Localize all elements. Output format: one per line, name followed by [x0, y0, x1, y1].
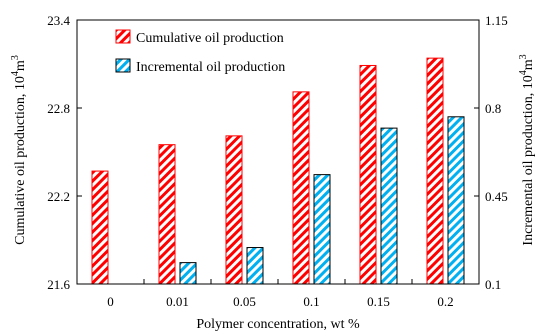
x-tick-label-5: 0.2 [437, 294, 453, 309]
legend-label-incremental: Incremental oil production [136, 60, 285, 75]
right-axis-title-unit: m [521, 59, 536, 70]
cumulative-bar-4 [359, 64, 377, 285]
right-axis-title-unit-sup: 3 [518, 54, 529, 59]
right-axis-title: Incremental oil production, 104m3 [518, 54, 536, 245]
incremental-bar-4 [380, 127, 398, 285]
left-axis-title-unit-sup: 3 [10, 55, 21, 60]
legend: Cumulative oil production Incremental oi… [115, 29, 285, 75]
cumulative-bar-5 [426, 57, 444, 285]
left-axis-title-unit: m [13, 60, 28, 71]
incremental-bar-1 [179, 262, 197, 285]
left-axis-title: Cumulative oil production, 104m3 [10, 55, 28, 245]
left-axis-title-sup: 4 [10, 71, 21, 76]
right-axis-ticks: 0.1 0.45 0.8 1.15 [474, 13, 508, 292]
incremental-bar-2 [246, 247, 264, 285]
right-axis-title-text: Incremental oil production, 10 [521, 75, 536, 245]
left-tick-label-1: 22.2 [47, 189, 70, 204]
x-axis-title: Polymer concentration, wt % [196, 317, 360, 332]
right-tick-label-1: 0.45 [485, 189, 508, 204]
left-tick-label-2: 22.8 [47, 101, 70, 116]
x-tick-label-4: 0.15 [367, 294, 390, 309]
right-axis-title-sup: 4 [518, 70, 529, 75]
cumulative-bar-1 [158, 144, 176, 285]
left-tick-label-0: 21.6 [47, 277, 70, 292]
incremental-bar-5 [447, 116, 465, 285]
x-tick-label-2: 0.05 [233, 294, 256, 309]
right-tick-label-3: 1.15 [485, 13, 508, 28]
incremental-bar-3 [313, 174, 331, 285]
x-axis-ticks: 0 0.01 0.05 0.1 0.15 0.2 [107, 279, 454, 309]
x-tick-label-3: 0.1 [303, 294, 319, 309]
left-tick-label-3: 23.4 [47, 13, 70, 28]
legend-label-cumulative: Cumulative oil production [136, 31, 284, 46]
cumulative-bar-2 [225, 135, 243, 285]
x-tick-label-1: 0.01 [166, 294, 189, 309]
left-axis-title-text: Cumulative oil production, 10 [13, 76, 28, 245]
bars-layer [91, 57, 465, 285]
right-tick-label-0: 0.1 [485, 277, 501, 292]
legend-swatch-cumulative [115, 29, 131, 44]
cumulative-bar-3 [292, 91, 310, 285]
cumulative-bar-0 [91, 170, 109, 285]
x-tick-label-0: 0 [107, 294, 114, 309]
left-axis-ticks: 21.6 22.2 22.8 23.4 [47, 13, 82, 292]
legend-swatch-incremental [115, 58, 131, 73]
right-tick-label-2: 0.8 [485, 101, 501, 116]
